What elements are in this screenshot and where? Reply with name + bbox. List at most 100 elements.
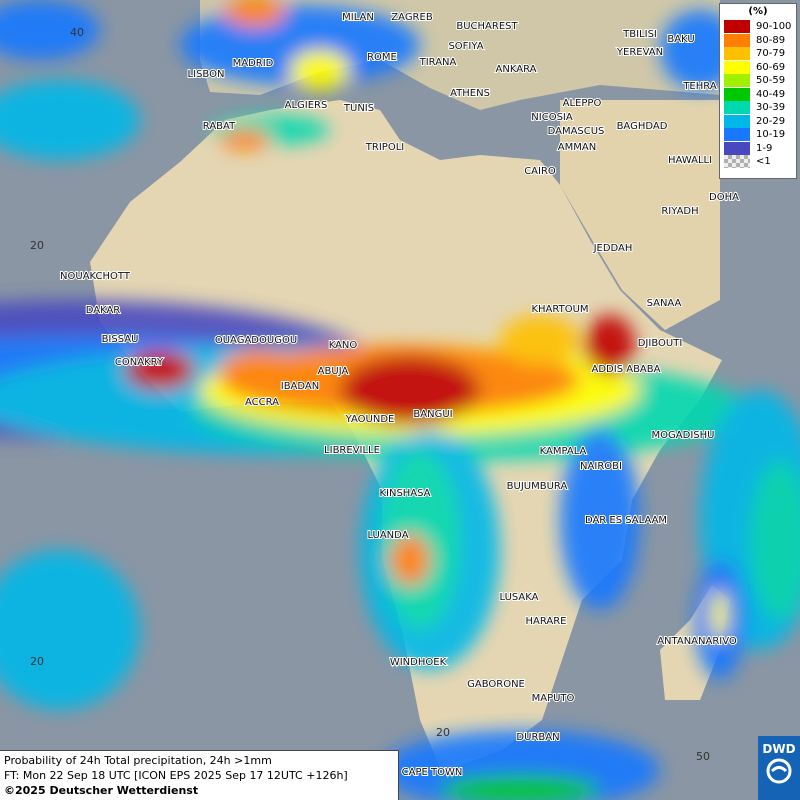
city-label: RIYADH [661,206,698,217]
city-label: TBILISI [622,29,657,40]
city-label: ANKARA [496,64,537,75]
city-label: TEHRA [682,81,716,92]
grid-label: 50 [696,750,710,763]
legend-label: 50-59 [756,75,786,87]
legend-label: 70-79 [756,48,786,60]
precip-cell [440,775,600,800]
city-label: CONAKRY [115,357,164,368]
city-label: DOHA [709,192,739,203]
city-label: ALGIERS [285,100,328,111]
city-label: MAPUTO [532,693,575,704]
precip-cell [0,80,140,160]
legend-swatch [724,20,750,34]
city-label: BANGUI [413,409,452,420]
precip-cell [340,355,480,425]
city-label: WINDHOEK [390,657,447,668]
city-label: NAIROBI [580,461,622,472]
legend-label: 1-9 [756,142,773,154]
legend-label: 90-100 [756,21,792,33]
precip-cell [500,315,580,365]
city-label: ANTANANARIVO [657,636,737,647]
legend-row: 60-69 [720,60,796,75]
legend-row: 1-9 [720,141,796,156]
city-label: GABORONE [467,679,525,690]
legend-label: <1 [756,156,771,168]
legend-swatch [724,101,750,115]
city-label: TUNIS [343,103,374,114]
city-label: BAGHDAD [617,121,668,132]
precip-cell [560,430,640,610]
city-label: IBADAN [281,381,320,392]
legend-swatch [724,141,750,155]
city-label: SANAA [647,298,682,309]
city-label: DAMASCUS [548,126,605,137]
legend-row: 10-19 [720,128,796,142]
city-label: LUANDA [367,530,408,541]
precip-cell [585,315,635,375]
info-line: Probability of 24h Total precipitation, … [4,754,272,767]
legend-row: 40-49 [720,87,796,102]
city-label: LUSAKA [500,592,539,603]
city-label: ATHENS [450,88,490,99]
legend-row: 70-79 [720,47,796,61]
city-label: ABUJA [318,366,349,377]
grid-label: 20 [30,655,44,668]
legend-label: 40-49 [756,88,786,100]
city-label: NICOSIA [531,112,573,123]
city-label: MOGADISHU [652,430,715,441]
city-label: ADDIS ABABA [592,364,661,375]
city-label: MADRID [233,58,274,69]
precip-cell [220,350,300,390]
legend-label: 60-69 [756,61,786,73]
logo-icon [766,758,792,784]
legend-label: 20-29 [756,115,786,127]
legend-label: 10-19 [756,129,786,141]
city-label: AMMAN [558,142,596,153]
city-label: YEREVAN [616,47,663,58]
legend-row: 80-89 [720,33,796,48]
dwd-logo: DWD [758,736,800,800]
city-label: DJIBOUTI [638,338,683,349]
legend-swatch [724,128,750,142]
city-label: RABAT [203,121,236,132]
city-label: KINSHASA [379,488,430,499]
grid-label: 20 [436,726,450,739]
precip-cell [180,5,420,85]
legend-swatch [724,114,750,128]
city-label: BISSAU [102,334,139,345]
legend-swatch [724,87,750,101]
legend-label: 30-39 [756,102,786,114]
grid-label: 20 [30,239,44,252]
city-label: ACCRA [245,397,279,408]
city-label: ROME [367,52,397,63]
city-label: HAWALLI [668,155,712,166]
city-label: TIRANA [419,57,457,68]
legend-row: <1 [720,155,796,169]
legend-row: 50-59 [720,74,796,88]
city-label: DAKAR [86,305,121,316]
city-label: BUJUMBURA [507,481,568,492]
legend-swatch [724,60,750,74]
precip-cell [380,730,660,800]
city-label: KANO [329,340,358,351]
legend-unit: (%) [748,6,768,17]
legend: (%) 90-100 80-89 70-79 60-69 50-59 40-49 30-39 2… [719,3,797,179]
precip-cell [750,460,800,620]
legend-row: 90-100 [720,20,796,34]
city-label: TRIPOLI [365,142,404,153]
city-label: SOFIYA [448,41,483,52]
city-label: OUAGADOUGOU [215,335,297,346]
city-label: KAMPALA [540,446,587,457]
city-label: ALEPPO [563,98,602,109]
city-label: MILAN [342,12,374,23]
city-label: BUCHAREST [456,21,518,32]
city-label: YAOUNDE [345,414,395,425]
info-box: Probability of 24h Total precipitation, … [0,750,399,800]
precip-cell [0,550,140,710]
info-line: FT: Mon 22 Sep 18 UTC [ICON EPS 2025 Sep… [4,769,348,782]
city-label: CAPE TOWN [402,767,463,778]
info-line: ©2025 Deutscher Wetterdienst [4,784,199,797]
legend-row: 30-39 [720,101,796,115]
